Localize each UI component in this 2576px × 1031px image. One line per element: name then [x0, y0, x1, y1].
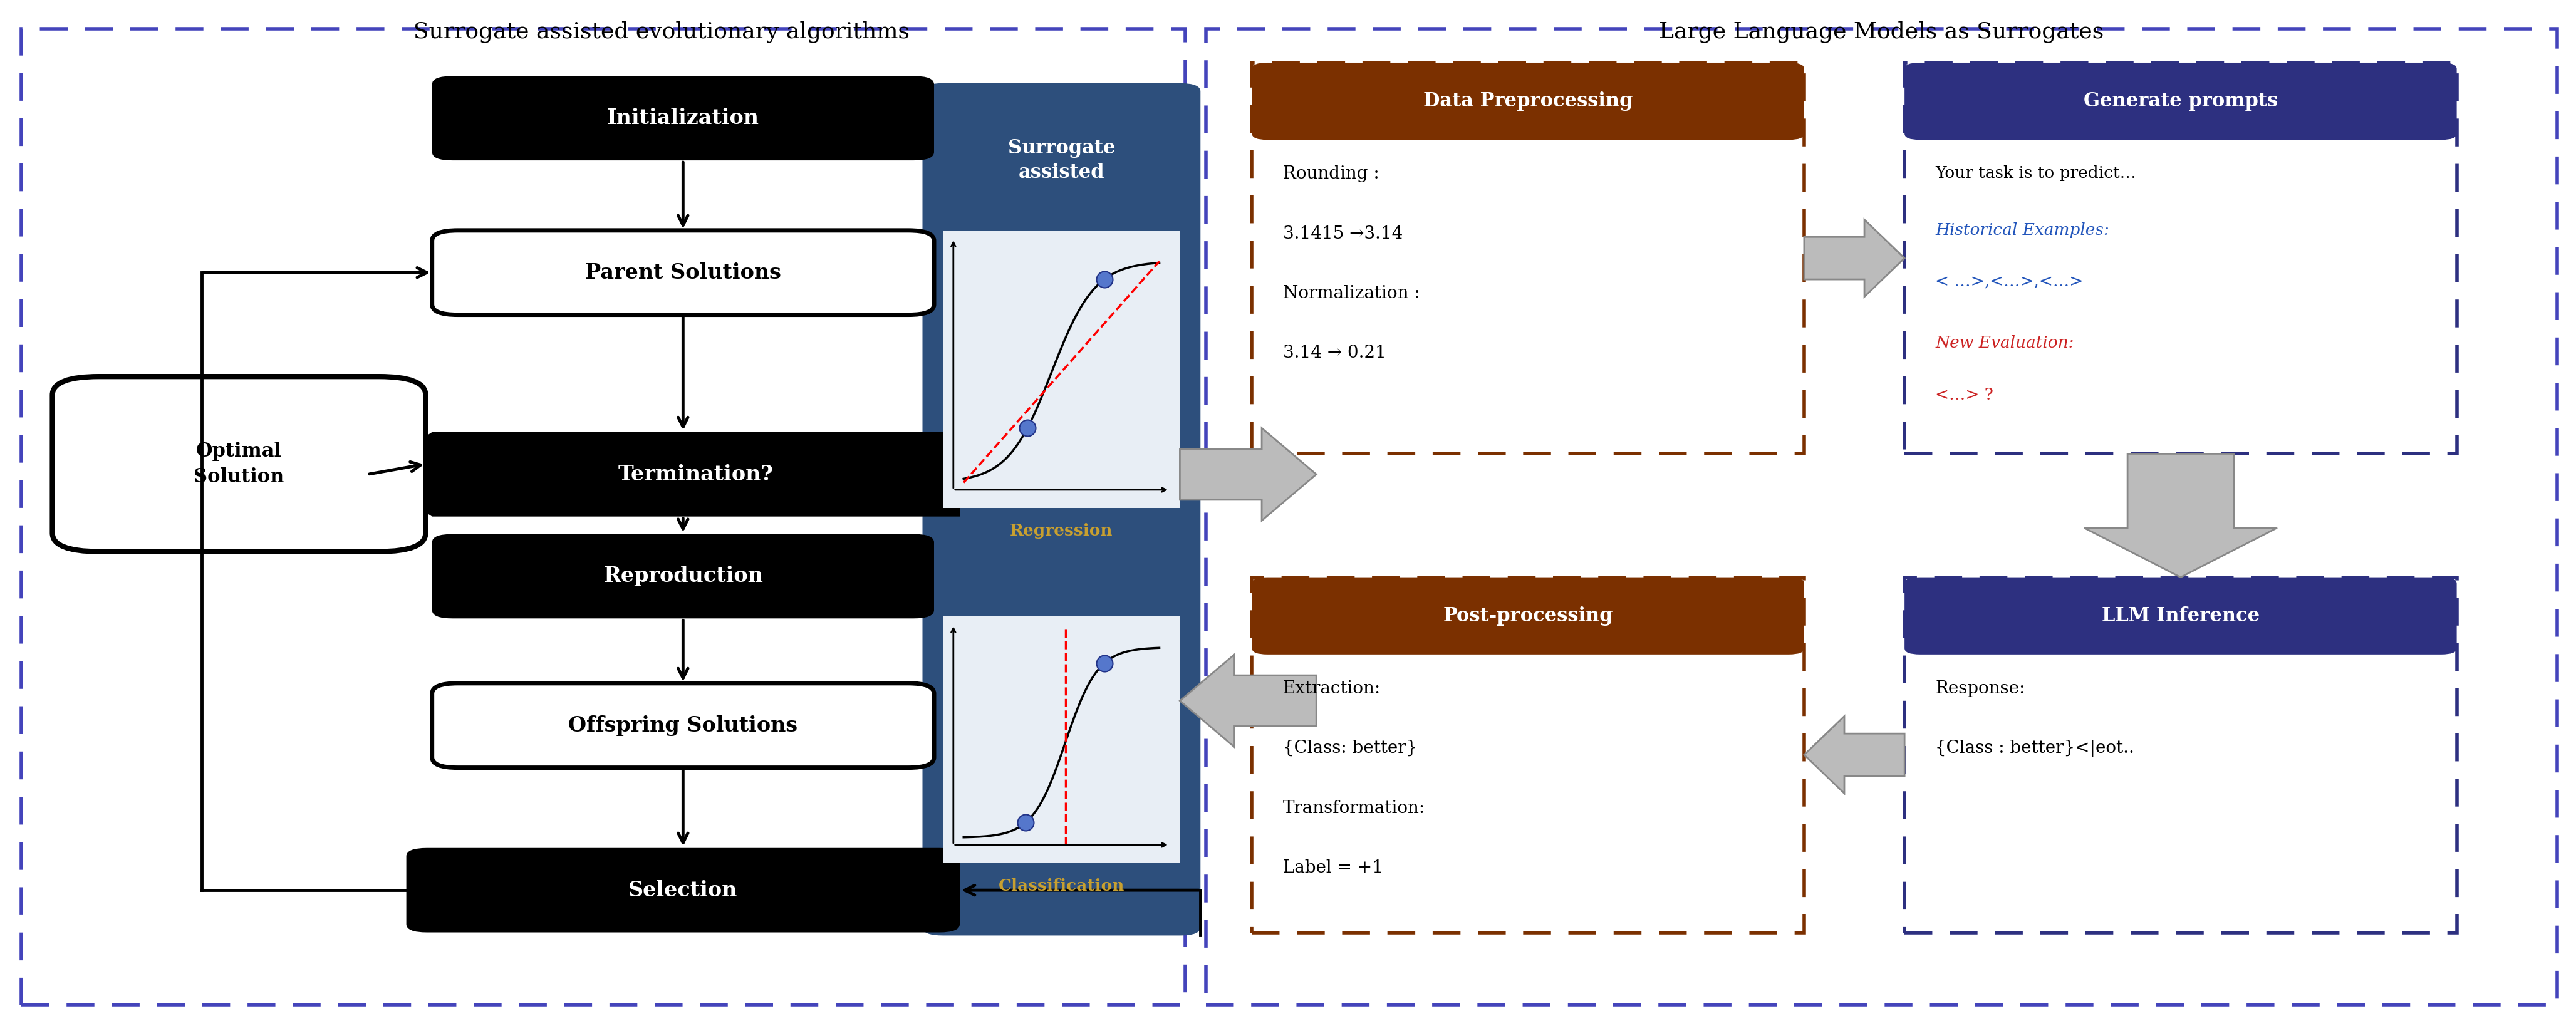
Text: Response:: Response: — [1935, 680, 2025, 697]
FancyBboxPatch shape — [943, 230, 1180, 508]
FancyBboxPatch shape — [433, 230, 935, 314]
Text: LLM Inference: LLM Inference — [2102, 606, 2259, 626]
Text: Large Language Models as Surrogates: Large Language Models as Surrogates — [1659, 21, 2105, 42]
Text: Surrogate
assisted: Surrogate assisted — [1007, 139, 1115, 182]
FancyBboxPatch shape — [433, 684, 935, 768]
FancyBboxPatch shape — [407, 847, 961, 932]
Text: Your task is to predict…: Your task is to predict… — [1935, 166, 2136, 181]
Polygon shape — [1180, 428, 1316, 521]
Text: Parent Solutions: Parent Solutions — [585, 262, 781, 282]
Text: Historical Examples:: Historical Examples: — [1935, 222, 2110, 238]
Text: 3.1415 →3.14: 3.1415 →3.14 — [1283, 225, 1404, 242]
Text: Termination?: Termination? — [618, 464, 773, 485]
Text: Classification: Classification — [999, 878, 1126, 894]
Text: Label = +1: Label = +1 — [1283, 859, 1383, 876]
FancyBboxPatch shape — [1252, 63, 1803, 140]
Text: < …>,<…>,<…>: < …>,<…>,<…> — [1935, 273, 2084, 290]
Polygon shape — [1803, 717, 1904, 794]
Text: 3.14 → 0.21: 3.14 → 0.21 — [1283, 344, 1386, 362]
Text: Initialization: Initialization — [608, 108, 760, 129]
Text: New Evaluation:: New Evaluation: — [1935, 335, 2074, 351]
FancyBboxPatch shape — [52, 376, 425, 552]
Text: <…> ?: <…> ? — [1935, 387, 1994, 402]
Text: Post-processing: Post-processing — [1443, 606, 1613, 626]
Text: Data Preprocessing: Data Preprocessing — [1425, 92, 1633, 111]
Text: {Class: better}: {Class: better} — [1283, 740, 1417, 757]
Text: {Class : better}<|eot..: {Class : better}<|eot.. — [1935, 740, 2136, 758]
FancyBboxPatch shape — [1904, 63, 2458, 140]
Point — [1005, 814, 1046, 831]
Text: Reproduction: Reproduction — [603, 566, 762, 587]
Text: Regression: Regression — [1010, 523, 1113, 539]
Text: Offspring Solutions: Offspring Solutions — [569, 716, 799, 736]
FancyBboxPatch shape — [1252, 577, 1803, 655]
Point — [1007, 420, 1048, 436]
Point — [1084, 655, 1126, 671]
Polygon shape — [1803, 220, 1904, 297]
Text: Optimal
Solution: Optimal Solution — [193, 441, 283, 487]
Polygon shape — [2084, 454, 2277, 577]
Text: Surrogate assisted evolutionary algorithms: Surrogate assisted evolutionary algorith… — [412, 21, 909, 42]
Text: Rounding :: Rounding : — [1283, 166, 1378, 182]
Text: Selection: Selection — [629, 879, 737, 900]
FancyBboxPatch shape — [433, 76, 935, 161]
Point — [1084, 271, 1126, 288]
Text: Generate prompts: Generate prompts — [2084, 92, 2277, 111]
Text: Transformation:: Transformation: — [1283, 800, 1425, 817]
FancyBboxPatch shape — [1904, 577, 2458, 655]
Text: Normalization :: Normalization : — [1283, 285, 1419, 302]
FancyBboxPatch shape — [433, 534, 935, 619]
FancyBboxPatch shape — [943, 617, 1180, 863]
Polygon shape — [1180, 655, 1316, 747]
FancyBboxPatch shape — [922, 84, 1200, 935]
Text: Extraction:: Extraction: — [1283, 680, 1381, 697]
Polygon shape — [368, 432, 961, 517]
